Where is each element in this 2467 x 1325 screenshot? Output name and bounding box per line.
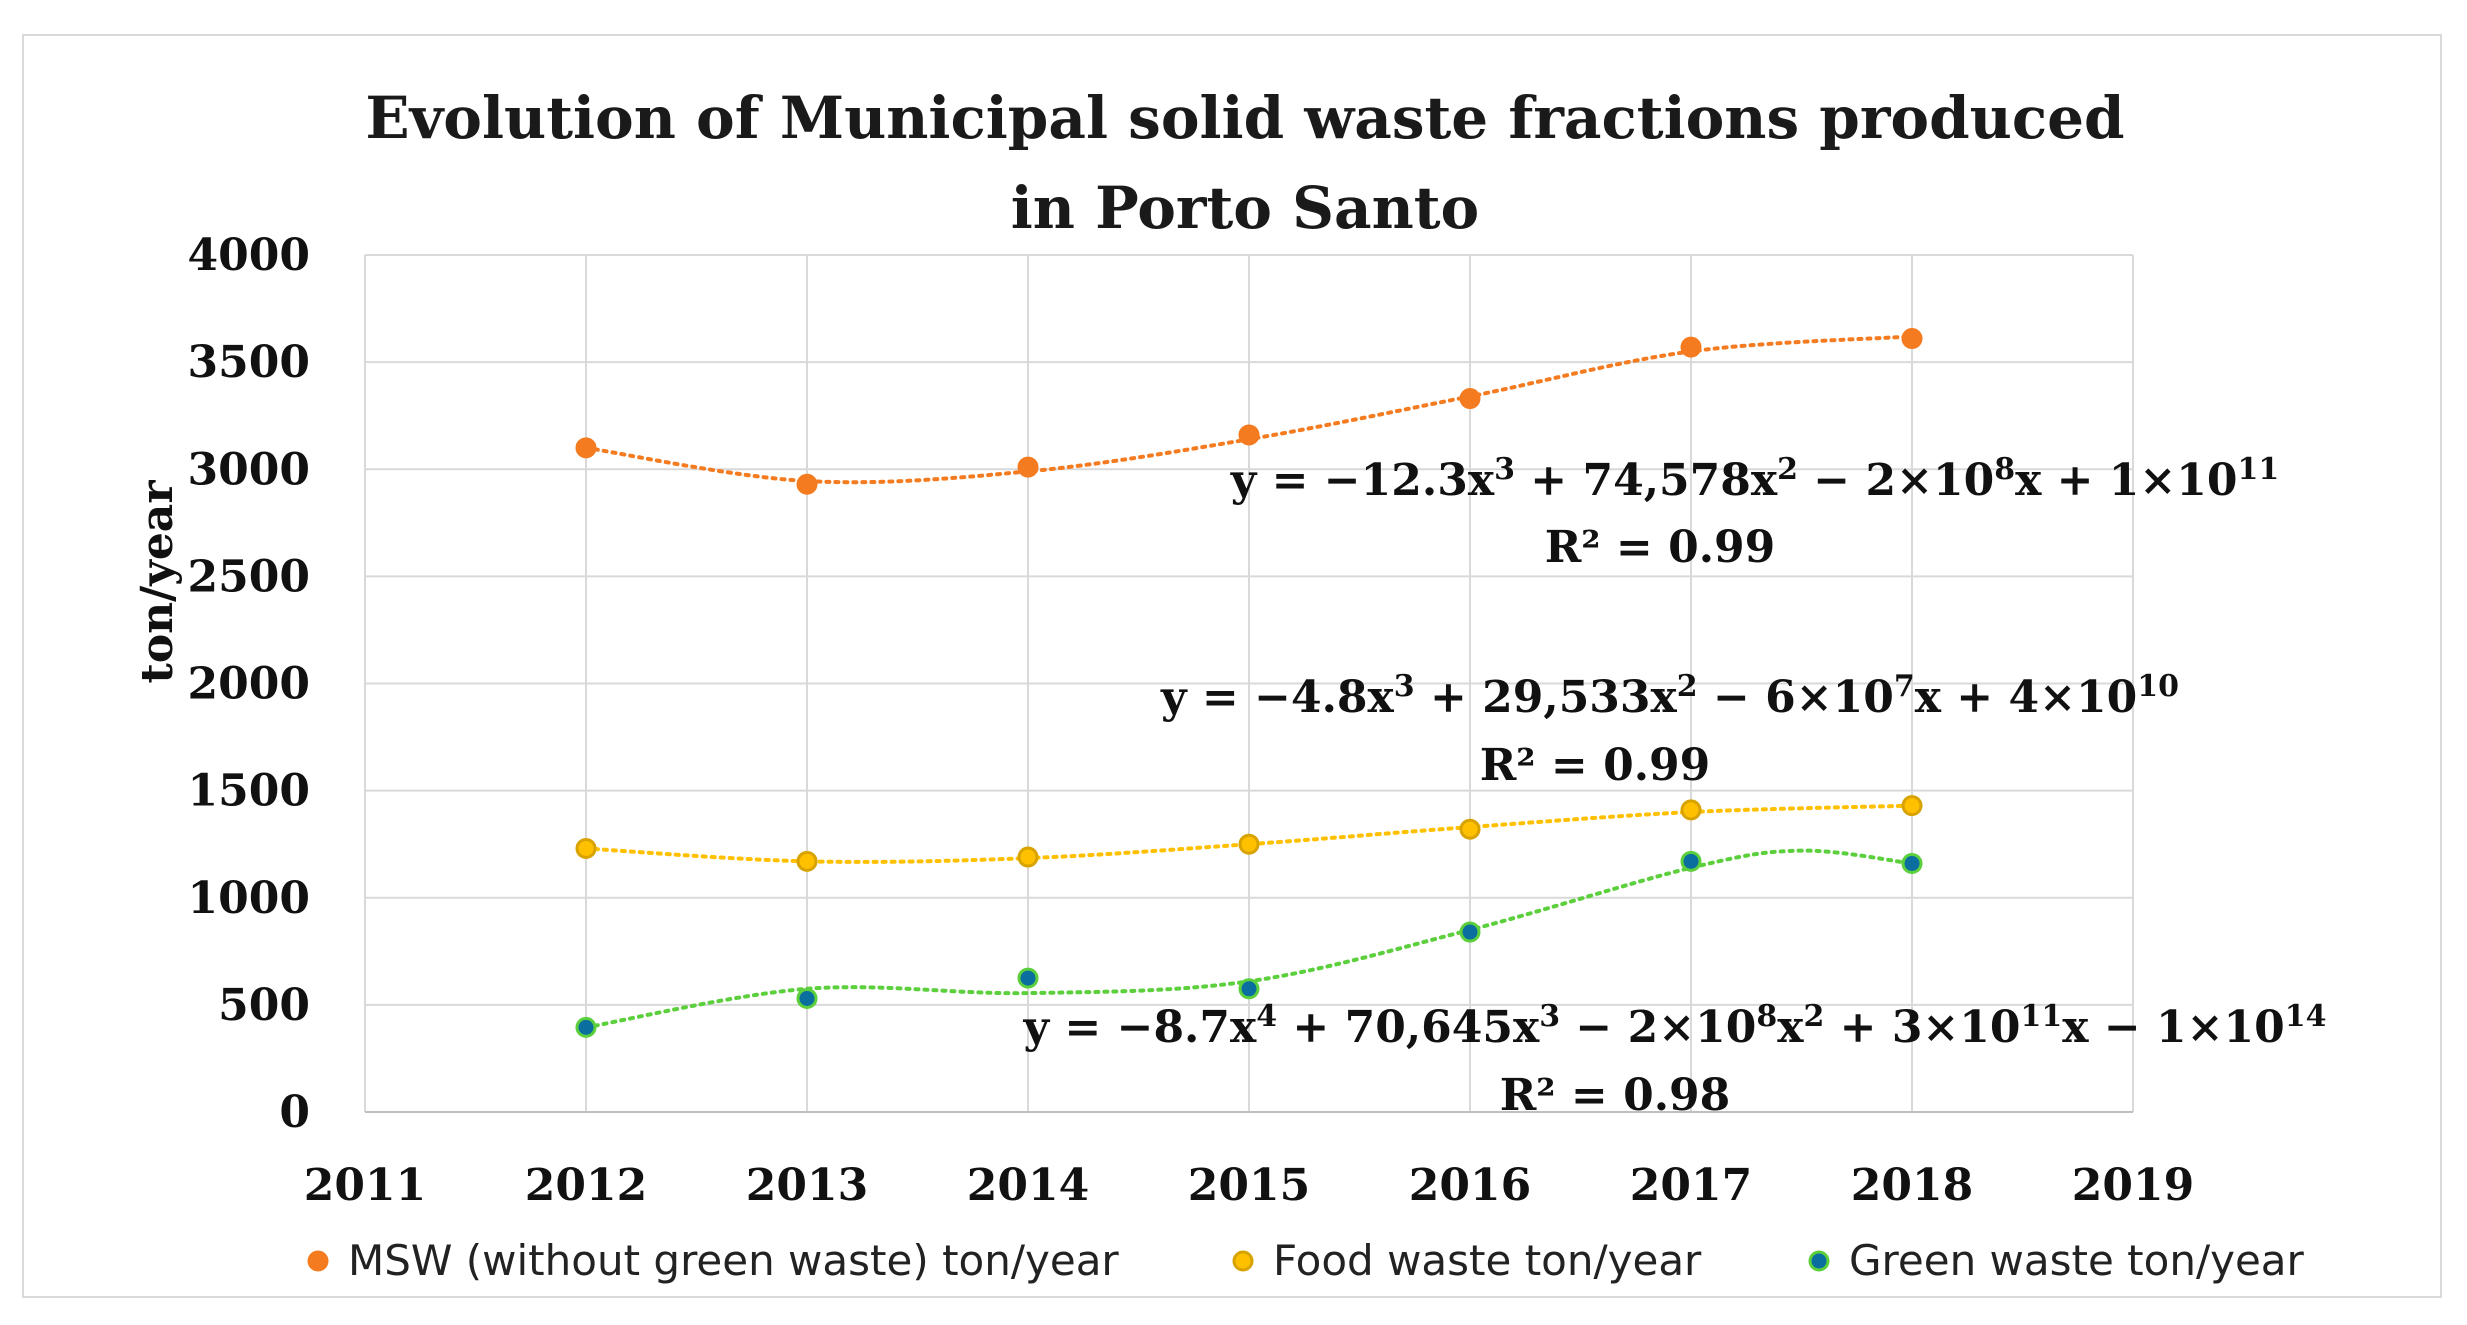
x-tick-label: 2014	[967, 1160, 1089, 1211]
y-tick-label: 4000	[188, 230, 310, 281]
x-tick-label: 2019	[2072, 1160, 2194, 1211]
data-point-series-0	[1238, 424, 1260, 446]
data-point-series-0	[1680, 336, 1702, 358]
equation-part: x + 4×10	[1915, 672, 2137, 723]
trend-equation-1: y = −4.8x3 + 29,533x2 − 6×107x + 4×1010	[1160, 669, 2179, 723]
data-point-series-1	[575, 837, 597, 859]
equation-part: 3	[1394, 669, 1415, 704]
data-point-series-2	[1017, 967, 1039, 989]
equation-part: + 3×10	[1824, 1002, 2020, 1053]
equation-part: 11	[2021, 999, 2063, 1034]
chart-frame	[22, 34, 2442, 1298]
x-tick-label: 2017	[1630, 1160, 1752, 1211]
data-point-series-2	[1680, 850, 1702, 872]
y-tick-label: 1500	[188, 766, 310, 817]
legend-label-2: Green waste ton/year	[1849, 1236, 2305, 1285]
y-axis-label: ton/year	[132, 480, 183, 684]
equation-part: + 29,533x	[1415, 672, 1678, 723]
y-tick-label: 3000	[188, 444, 310, 495]
data-point-series-1	[1459, 818, 1481, 840]
data-point-series-2	[1238, 978, 1260, 1000]
legend-label-1: Food waste ton/year	[1273, 1236, 1702, 1285]
data-point-series-1	[1017, 846, 1039, 868]
data-point-series-1	[1238, 833, 1260, 855]
data-point-series-2	[796, 987, 818, 1009]
equation-part: y = −4.8x	[1160, 672, 1394, 723]
x-tick-label: 2018	[1851, 1160, 1973, 1211]
equation-part: 3	[1494, 452, 1515, 487]
data-point-series-1	[1901, 795, 1923, 817]
data-point-series-0	[1459, 388, 1481, 410]
legend-marker-0	[307, 1250, 329, 1272]
equation-part: − 2×10	[1560, 1002, 1756, 1053]
equation-part: + 74,578x	[1515, 455, 1778, 506]
equation-part: y = −12.3x	[1230, 455, 1495, 506]
legend: MSW (without green waste) ton/year Food w…	[307, 1236, 2305, 1285]
data-point-series-2	[1459, 921, 1481, 943]
data-point-series-0	[1901, 328, 1923, 350]
y-tick-label: 1000	[188, 873, 310, 924]
equation-part: 11	[2238, 452, 2280, 487]
equation-part: 4	[1256, 999, 1277, 1034]
trend-equations: y = −12.3x3 + 74,578x2 − 2×108x + 1×1011…	[1023, 452, 2327, 1121]
data-point-series-2	[1901, 852, 1923, 874]
data-point-series-0	[575, 437, 597, 459]
x-tick-label: 2011	[304, 1160, 426, 1211]
legend-marker-2	[1808, 1250, 1830, 1272]
data-points	[575, 328, 1923, 1038]
equation-part: x − 1×10	[2062, 1002, 2284, 1053]
equation-part: 2	[1803, 999, 1824, 1034]
data-point-series-1	[796, 850, 818, 872]
data-point-series-2	[575, 1016, 597, 1038]
chart-title-line1: Evolution of Municipal solid waste fract…	[365, 84, 2124, 152]
axes: 0 500 1000 1500 2000 2500 3000 3500 4000 2011 2012…	[188, 230, 2195, 1211]
equation-part: 8	[1994, 452, 2015, 487]
legend-marker-1	[1232, 1250, 1254, 1272]
equation-part: x + 1×10	[2015, 455, 2237, 506]
trend-equation-2: y = −8.7x4 + 70,645x3 − 2×108x2 + 3×1011…	[1023, 999, 2327, 1053]
x-tick-label: 2013	[746, 1160, 868, 1211]
equation-part: x	[1777, 1002, 1804, 1053]
x-tick-label: 2016	[1409, 1160, 1531, 1211]
data-point-series-0	[1017, 456, 1039, 478]
trend-equation-0: y = −12.3x3 + 74,578x2 − 2×108x + 1×1011	[1230, 452, 2280, 506]
r-squared-1: R² = 0.99	[1480, 740, 1711, 791]
y-tick-label: 2000	[188, 659, 310, 710]
equation-part: − 6×10	[1698, 672, 1894, 723]
data-point-series-0	[796, 473, 818, 495]
equation-part: + 70,645x	[1277, 1002, 1540, 1053]
equation-part: 10	[2137, 669, 2179, 704]
r-squared-0: R² = 0.99	[1545, 522, 1776, 573]
equation-part: 7	[1894, 669, 1915, 704]
y-tick-label: 3500	[188, 337, 310, 388]
r-squared-2: R² = 0.98	[1500, 1070, 1731, 1121]
y-tick-label: 500	[218, 980, 310, 1031]
chart-title-line2: in Porto Santo	[1011, 174, 1479, 242]
equation-part: 8	[1756, 999, 1777, 1034]
x-tick-label: 2012	[525, 1160, 647, 1211]
x-tick-label: 2015	[1188, 1160, 1310, 1211]
equation-part: 14	[2285, 999, 2327, 1034]
equation-part: y = −8.7x	[1023, 1002, 1257, 1053]
trendline-series-2	[584, 848, 1914, 1030]
equation-part: − 2×10	[1798, 455, 1994, 506]
data-point-series-1	[1680, 799, 1702, 821]
equation-part: 2	[1677, 669, 1698, 704]
equation-part: 3	[1539, 999, 1560, 1034]
legend-label-0: MSW (without green waste) ton/year	[348, 1236, 1119, 1285]
y-tick-label: 0	[279, 1087, 310, 1138]
equation-part: 2	[1777, 452, 1798, 487]
y-tick-label: 2500	[188, 551, 310, 602]
